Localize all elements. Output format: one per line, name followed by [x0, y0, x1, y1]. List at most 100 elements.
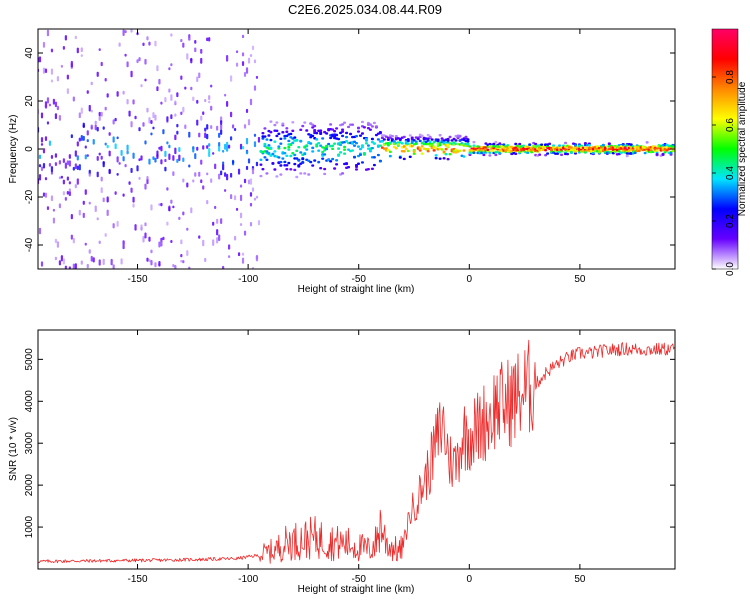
- spectrogram-cell: [62, 258, 65, 265]
- spectrogram-cell: [128, 181, 131, 185]
- spectrogram-cell: [144, 140, 147, 145]
- spectrogram-x-ticks: -150 -100 -50 0 50: [128, 29, 586, 285]
- spectrogram-cell: [273, 150, 277, 153]
- spectrogram-cell: [410, 144, 414, 148]
- spectrogram-cell: [60, 64, 63, 68]
- spectrogram-cell: [134, 224, 137, 231]
- spectrogram-cell: [108, 132, 111, 136]
- spectrogram-cell: [96, 71, 99, 77]
- colorbar-label: Normalized spectral amplitude: [737, 81, 748, 216]
- spectrogram-cell: [198, 235, 201, 239]
- spectrogram-cell: [156, 150, 159, 155]
- spectrogram-cell: [317, 149, 321, 152]
- spectrogram-cell: [364, 137, 368, 141]
- spectrogram-cell: [190, 86, 193, 91]
- spectrogram-cell: [253, 197, 257, 201]
- spectrogram-cell: [462, 149, 466, 152]
- spectrogram-cell: [100, 176, 103, 182]
- spectrogram-cell: [356, 145, 360, 148]
- spectrogram-cell: [486, 148, 490, 151]
- spectrogram-cell: [210, 84, 213, 88]
- spectrogram-cell: [257, 136, 261, 143]
- spectrogram-cell: [458, 135, 462, 138]
- spectrogram-cell: [235, 50, 239, 54]
- spectrogram-cell: [253, 85, 257, 91]
- spectrogram-cell: [220, 120, 223, 125]
- spectrogram-cell: [289, 168, 293, 171]
- spectrogram-cell: [462, 155, 466, 158]
- spectrogram-cell: [382, 138, 386, 141]
- spectrogram-cell: [444, 152, 448, 156]
- spectrogram-cell: [466, 138, 470, 141]
- spectrogram-cell: [623, 147, 627, 150]
- spectrogram-cell: [116, 172, 119, 176]
- spectrogram-cell: [188, 131, 191, 138]
- spectrogram-cell: [241, 34, 245, 39]
- snr-y-tick-label: 5000: [24, 348, 35, 371]
- spectrogram-cell: [335, 127, 339, 130]
- spectrogram-cell: [178, 154, 181, 161]
- spectrogram-cell: [245, 165, 249, 171]
- spectrogram-cell: [351, 149, 355, 152]
- spectrogram-cell: [192, 145, 195, 153]
- spectrogram-cell: [645, 141, 649, 144]
- spectrogram-cell: [291, 152, 295, 155]
- spectrogram-cell: [307, 173, 311, 176]
- spectrogram-cell: [74, 35, 77, 40]
- spectrogram-cell: [420, 134, 424, 138]
- spectrogram-cell: [253, 141, 257, 148]
- spectrogram-cell: [58, 176, 61, 180]
- spectrogram-cell: [317, 142, 321, 145]
- spectrogram-cell: [120, 258, 123, 265]
- spectrogram-cell: [96, 155, 99, 161]
- spectrogram-cell: [90, 81, 93, 86]
- spectrogram-cell: [226, 173, 229, 181]
- spectrogram-cell: [360, 146, 364, 149]
- spectrogram-cell: [321, 150, 325, 154]
- spectrogram-cell: [251, 167, 255, 175]
- spectrogram-cell: [472, 151, 476, 154]
- spectrogram-cell: [311, 146, 315, 150]
- spectrogram-cell: [293, 168, 297, 172]
- spectrogram-cell: [190, 207, 193, 214]
- spectrogram-cell: [241, 61, 245, 66]
- spectrogram-cell: [390, 138, 394, 141]
- spectrogram-cell: [552, 144, 556, 147]
- spectrogram-cell: [102, 197, 105, 203]
- spectrogram-cell: [249, 192, 253, 197]
- spectrogram-cell: [160, 101, 163, 105]
- spectrogram-cell: [186, 250, 189, 257]
- spectrogram-cell: [90, 255, 93, 262]
- spectrogram-cell: [534, 142, 538, 146]
- spectrogram-cell: [146, 36, 149, 41]
- spectrogram-cell: [542, 147, 546, 150]
- spectrogram-cell: [184, 86, 187, 90]
- snr-y-tick-label: 2000: [24, 474, 35, 497]
- spectrogram-cell: [442, 150, 446, 154]
- spectrogram-cell: [138, 127, 141, 132]
- spectrogram-cell: [412, 150, 416, 153]
- spectrogram-cell: [406, 149, 410, 153]
- spectrogram-cell: [629, 143, 633, 146]
- spectrogram-cell: [388, 154, 392, 158]
- spectrogram-cell: [126, 151, 129, 155]
- spectrogram-cell: [526, 151, 530, 154]
- spectrogram-cell: [194, 172, 197, 177]
- snr-x-ticks: -150 -100 -50 0 50: [128, 330, 586, 585]
- spectrogram-cell: [277, 132, 281, 135]
- spectrogram-cell: [241, 257, 245, 264]
- spectrogram-cell: [341, 128, 345, 131]
- spectrogram-cell: [104, 233, 107, 237]
- spectrogram-cell: [170, 63, 173, 67]
- spectrogram-cell: [293, 162, 297, 166]
- spectrogram-cell: [313, 130, 317, 133]
- spectrogram-cell: [70, 60, 73, 68]
- spectrogram-cell: [194, 47, 197, 53]
- spectrogram-cell: [64, 162, 67, 169]
- spectrogram-cell: [400, 142, 404, 145]
- spectrogram-cell: [279, 164, 283, 167]
- spectrogram-cell: [356, 130, 360, 133]
- spectrogram-cell: [170, 94, 173, 101]
- spectrogram-cell: [402, 150, 406, 153]
